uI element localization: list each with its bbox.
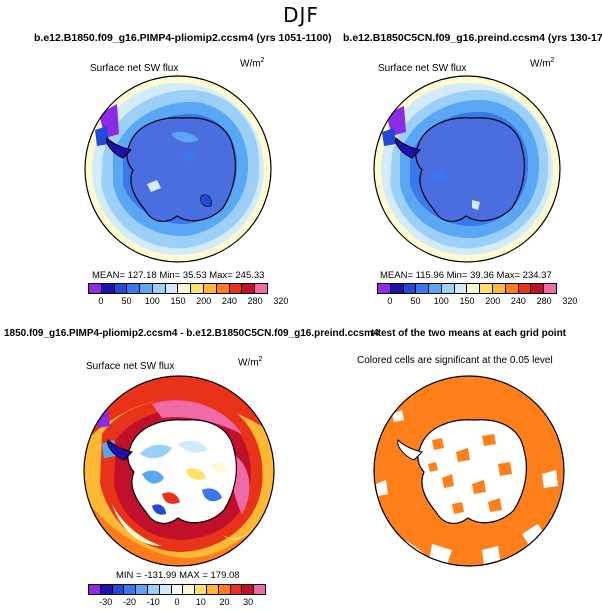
colorbar-swatch [254, 585, 265, 594]
panel1-title: b.e12.B1850.f09_g16.PIMP4-pliomip2.ccsm4… [34, 32, 332, 44]
panel4-title: t-test of the two means at each grid poi… [371, 328, 567, 339]
panel2-map [373, 75, 561, 263]
colorbar-tick-label: 0 [98, 296, 104, 306]
colorbar-swatch [114, 284, 128, 293]
panel3-map [83, 375, 275, 567]
colorbar-swatch [416, 284, 430, 293]
panel1-map [84, 75, 272, 263]
panel3-stats: MIN = -131.99 MAX = 179.08 [116, 570, 240, 581]
colorbar-swatch [229, 284, 243, 293]
panel1-variable-label: Surface net SW flux [90, 63, 179, 74]
colorbar-tick-label: 0 [387, 296, 393, 306]
colorbar-tick-label: -20 [123, 597, 137, 607]
colorbar-swatch [89, 284, 102, 293]
colorbar-swatch [127, 284, 141, 293]
colorbar-swatch [505, 284, 519, 293]
colorbar-swatch [147, 585, 160, 594]
colorbar-swatch [390, 284, 404, 293]
colorbar-tick-label: 240 [510, 296, 526, 306]
panel4-variable-label: Colored cells are significant at the 0.0… [357, 355, 553, 366]
colorbar-swatch [441, 284, 455, 293]
colorbar-tick-label: 20 [219, 597, 230, 607]
colorbar-tick-label: 240 [221, 296, 237, 306]
panel2-colorbar-ticks: 0 50 100 150 200 240 280 320 [377, 296, 577, 308]
colorbar-tick-label: 50 [410, 296, 421, 306]
colorbar-tick-label: 100 [433, 296, 449, 306]
panel2-colorbar [377, 283, 557, 294]
panel3-colorbar-ticks: -30 -20 -10 0 10 20 30 [88, 597, 266, 609]
panel1-colorbar-ticks: 0 50 100 150 200 240 280 320 [88, 296, 288, 308]
colorbar-tick-label: 320 [562, 296, 578, 306]
colorbar-swatch [101, 284, 115, 293]
colorbar-swatch [100, 585, 113, 594]
colorbar-tick-label: 30 [243, 597, 254, 607]
colorbar-tick-label: 200 [196, 296, 212, 306]
colorbar-swatch [206, 585, 219, 594]
colorbar-tick-label: 100 [144, 296, 160, 306]
colorbar-swatch [242, 284, 256, 293]
panel3-colorbar [88, 584, 266, 595]
colorbar-swatch [195, 585, 207, 594]
colorbar-swatch [191, 284, 205, 293]
panel4-map [373, 375, 565, 567]
colorbar-swatch [216, 284, 230, 293]
colorbar-swatch [204, 284, 217, 293]
colorbar-swatch [544, 284, 556, 293]
panel1-stats: MEAN= 127.18 Min= 35.53 Max= 245.33 [92, 270, 265, 281]
colorbar-swatch [467, 284, 481, 293]
colorbar-swatch [454, 284, 468, 293]
figure-title: DJF [283, 3, 319, 27]
colorbar-swatch [230, 585, 243, 594]
colorbar-swatch [378, 284, 391, 293]
panel3-units: W/m2 [238, 356, 263, 369]
colorbar-swatch [518, 284, 532, 293]
colorbar-tick-label: 150 [459, 296, 475, 306]
colorbar-tick-label: 320 [273, 296, 289, 306]
colorbar-swatch [136, 585, 148, 594]
colorbar-swatch [152, 284, 166, 293]
colorbar-tick-label: 150 [170, 296, 186, 306]
panel2-stats: MEAN= 115.96 Min= 39.36 Max= 234.37 [380, 270, 552, 281]
colorbar-swatch [159, 585, 172, 594]
panel3-variable-label: Surface net SW flux [86, 361, 175, 372]
colorbar-swatch [183, 585, 196, 594]
colorbar-tick-label: 0 [174, 597, 180, 607]
colorbar-tick-label: 50 [121, 296, 132, 306]
colorbar-swatch [218, 585, 231, 594]
panel2-units: W/m2 [530, 57, 555, 70]
colorbar-swatch [493, 284, 506, 293]
colorbar-swatch [89, 585, 101, 594]
colorbar-swatch [429, 284, 442, 293]
colorbar-swatch [255, 284, 267, 293]
colorbar-swatch [480, 284, 494, 293]
colorbar-tick-label: 200 [485, 296, 501, 306]
colorbar-tick-label: 280 [536, 296, 552, 306]
colorbar-swatch [178, 284, 192, 293]
colorbar-swatch [171, 585, 184, 594]
colorbar-tick-label: 280 [247, 296, 263, 306]
colorbar-swatch [242, 585, 255, 594]
colorbar-swatch [403, 284, 417, 293]
colorbar-swatch [112, 585, 125, 594]
panel3-title: 1850.f09_g16.PIMP4-pliomip2.ccsm4 - b.e1… [4, 328, 379, 339]
colorbar-swatch [124, 585, 137, 594]
panel2-title: b.e12.B1850C5CN.f09_g16.preind.ccsm4 (yr… [343, 32, 602, 44]
colorbar-swatch [531, 284, 545, 293]
colorbar-tick-label: -30 [99, 597, 113, 607]
colorbar-tick-label: 10 [195, 597, 206, 607]
panel2-variable-label: Surface net SW flux [378, 63, 467, 74]
colorbar-swatch [165, 284, 179, 293]
panel1-colorbar [88, 283, 268, 294]
colorbar-swatch [140, 284, 153, 293]
panel1-units: W/m2 [240, 57, 265, 70]
colorbar-tick-label: -10 [146, 597, 160, 607]
